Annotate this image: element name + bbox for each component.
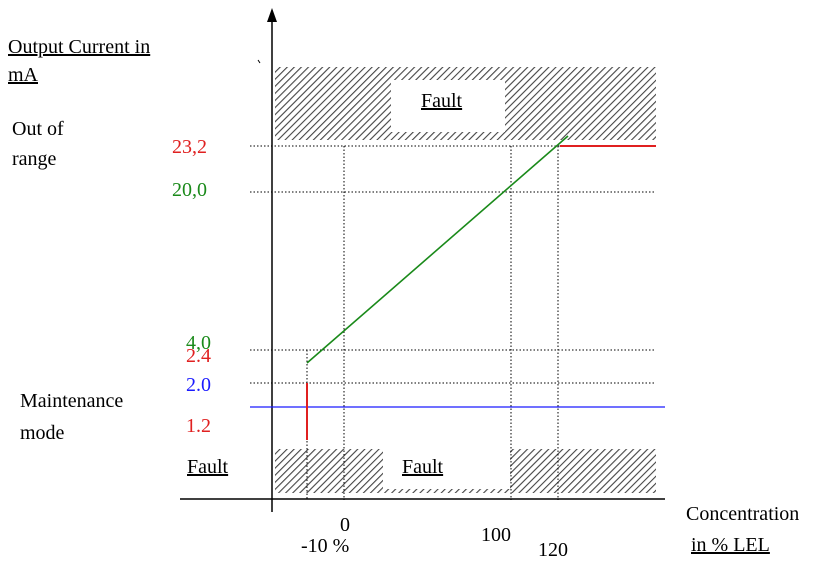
fault-label-top-box (391, 80, 505, 132)
reference-lines (250, 145, 656, 500)
x-axis-title-line1: Concentration (686, 503, 799, 525)
fault-label-bottom-left: Fault (187, 456, 229, 478)
y-axis-title-line2: mA (8, 64, 39, 86)
tick-mark (257, 59, 261, 64)
signal-line-green (306, 135, 569, 364)
x-axis-title-line2: in % LEL (691, 534, 770, 556)
fault-label-top: Fault (421, 90, 463, 112)
level-2-4: 2.4 (186, 345, 211, 367)
x-tick-minus10: -10 % (301, 535, 349, 557)
y-axis-title-line1: Output Current in (8, 36, 150, 58)
out-of-range-label-line2: range (12, 148, 57, 170)
level-1-2: 1.2 (186, 415, 211, 437)
fault-label-bottom-box (383, 449, 510, 489)
level-2-0: 2.0 (186, 374, 211, 396)
level-4-0: 4,0 (186, 332, 211, 354)
level-23-2: 23,2 (172, 136, 207, 158)
x-tick-100: 100 (481, 524, 511, 546)
level-20-0: 20,0 (172, 179, 207, 201)
fault-label-bottom-center: Fault (402, 456, 444, 478)
maintenance-label-line2: mode (20, 422, 65, 444)
maintenance-label-line1: Maintenance (20, 390, 123, 412)
out-of-range-label-line1: Out of (12, 118, 64, 140)
x-tick-0: 0 (340, 514, 350, 536)
x-tick-120: 120 (538, 539, 568, 561)
y-axis-arrowhead (267, 8, 277, 22)
